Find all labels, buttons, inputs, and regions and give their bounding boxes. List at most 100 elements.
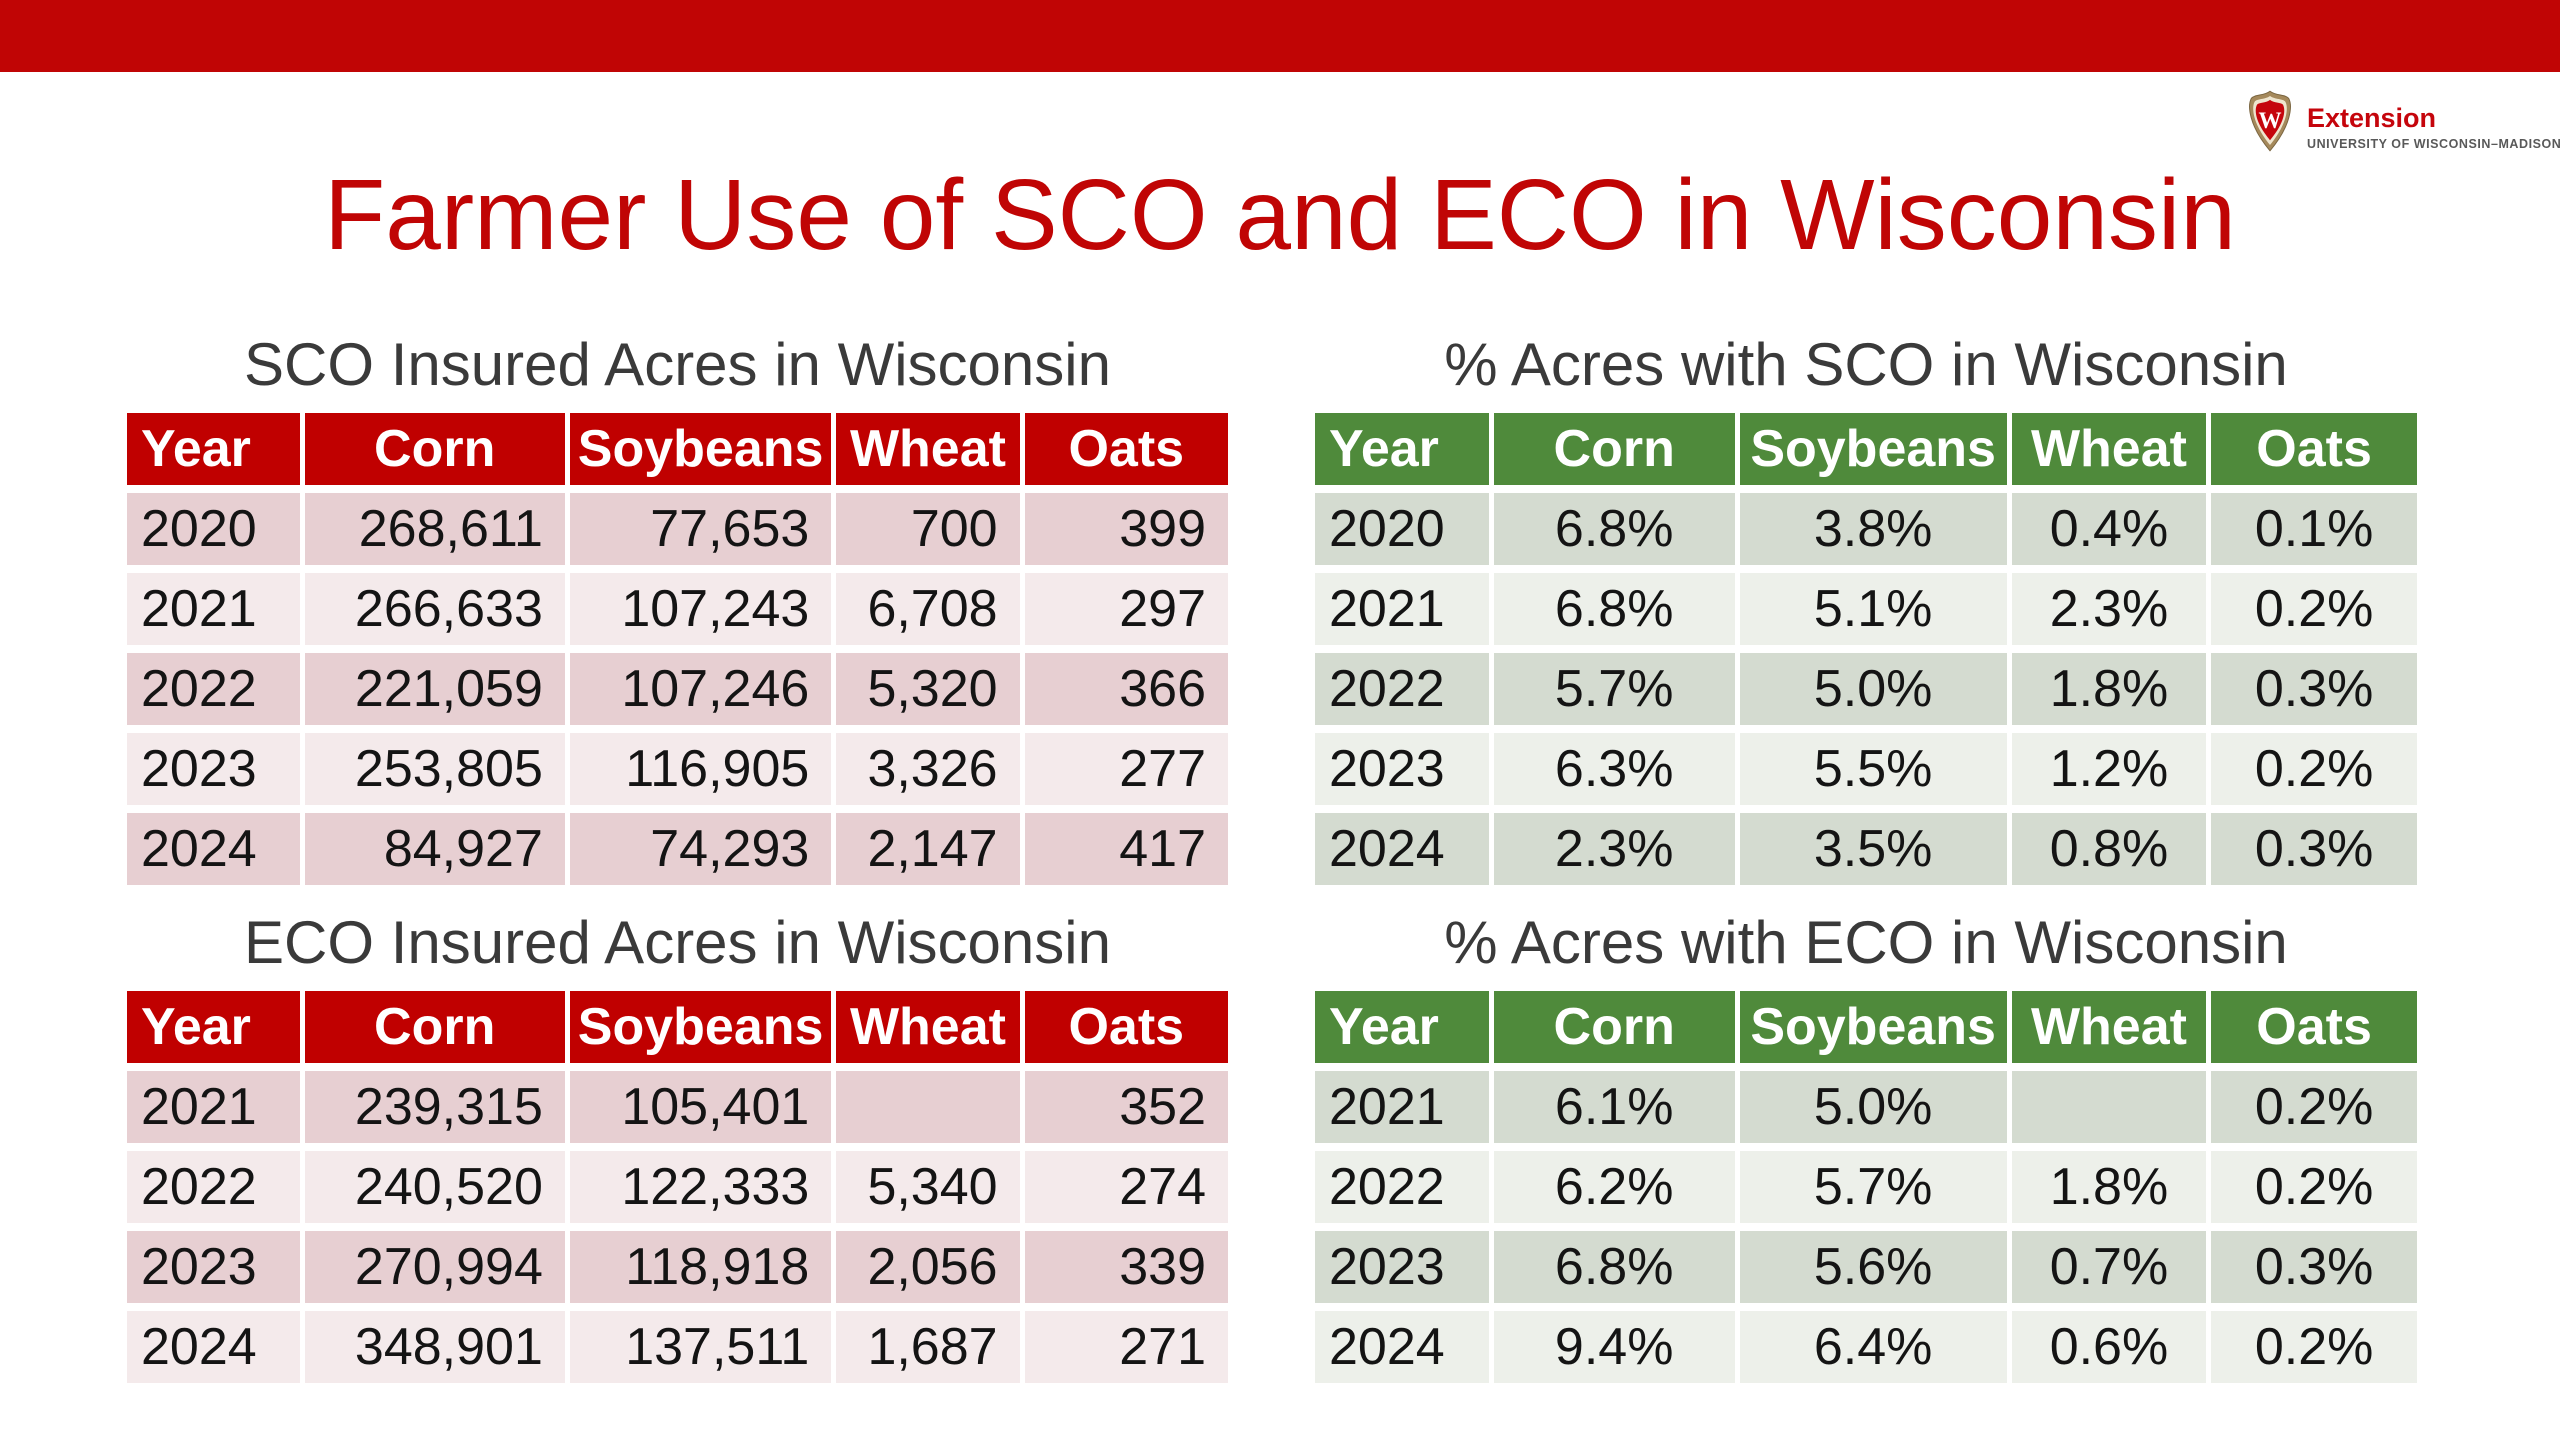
table-row: 2024 84,927 74,293 2,147 417	[127, 805, 1228, 885]
value-cell: 0.2%	[2206, 1063, 2417, 1151]
logo-university-text: UNIVERSITY OF WISCONSIN–MADISON	[2307, 137, 2560, 152]
value-cell: 5,320	[831, 645, 1025, 733]
value-cell: 5.0%	[1734, 645, 2012, 733]
eco-insured-acres-table: Year Corn Soybeans Wheat Oats 2021 239,315 105,…	[127, 991, 1228, 1383]
pct-acres-eco-table: Year Corn Soybeans Wheat Oats 2021 6.1% 5.0% 0.2…	[1315, 991, 2417, 1383]
value-cell: 3,326	[831, 725, 1025, 813]
table-row: 2022 6.2% 5.7% 1.8% 0.2%	[1315, 1143, 2417, 1231]
uw-extension-logo: W Extension UNIVERSITY OF WISCONSIN–MADI…	[2246, 82, 2560, 160]
value-cell	[831, 1063, 1025, 1151]
col-header-oats: Oats	[1019, 991, 1228, 1071]
table-row: 2024 2.3% 3.5% 0.8% 0.3%	[1315, 805, 2417, 885]
value-cell: 0.3%	[2206, 1223, 2417, 1311]
value-cell: 6.4%	[1734, 1303, 2012, 1383]
header-row: Year Corn Soybeans Wheat Oats	[1315, 413, 2417, 493]
value-cell: 0.1%	[2206, 485, 2417, 573]
col-header-corn: Corn	[1488, 413, 1740, 493]
value-cell: 0.3%	[2206, 805, 2417, 885]
value-cell: 5.7%	[1734, 1143, 2012, 1231]
value-cell: 74,293	[564, 805, 837, 885]
year-cell: 2022	[1315, 1143, 1494, 1231]
table-row: 2022 5.7% 5.0% 1.8% 0.3%	[1315, 645, 2417, 733]
slide-title: Farmer Use of SCO and ECO in Wisconsin	[324, 159, 2236, 271]
col-header-oats: Oats	[2206, 413, 2417, 493]
value-cell: 0.2%	[2206, 725, 2417, 813]
value-cell: 417	[1019, 805, 1228, 885]
table-row: 2023 6.3% 5.5% 1.2% 0.2%	[1315, 725, 2417, 813]
year-cell: 2021	[1315, 565, 1494, 653]
value-cell: 5.0%	[1734, 1063, 2012, 1151]
table-row: 2024 348,901 137,511 1,687 271	[127, 1303, 1228, 1383]
sco-insured-acres-table: Year Corn Soybeans Wheat Oats 2020 268,611 77,6…	[127, 413, 1228, 885]
year-cell: 2022	[1315, 645, 1494, 733]
value-cell: 105,401	[564, 1063, 837, 1151]
col-header-soybeans: Soybeans	[564, 991, 837, 1071]
year-cell: 2021	[127, 1063, 305, 1151]
year-cell: 2023	[1315, 1223, 1494, 1311]
table-row: 2022 240,520 122,333 5,340 274	[127, 1143, 1228, 1231]
value-cell: 6.8%	[1488, 565, 1740, 653]
table-row: 2021 266,633 107,243 6,708 297	[127, 565, 1228, 653]
value-cell: 2,147	[831, 805, 1025, 885]
year-cell: 2023	[127, 1223, 305, 1311]
table-row: 2020 268,611 77,653 700 399	[127, 485, 1228, 573]
col-header-corn: Corn	[1488, 991, 1740, 1071]
value-cell: 118,918	[564, 1223, 837, 1311]
value-cell: 239,315	[299, 1063, 570, 1151]
value-cell: 277	[1019, 725, 1228, 813]
value-cell	[2006, 1063, 2212, 1151]
value-cell: 0.6%	[2006, 1303, 2212, 1383]
year-cell: 2024	[127, 1303, 305, 1383]
col-header-soybeans: Soybeans	[564, 413, 837, 493]
eco-percent-table-card: % Acres with ECO in Wisconsin Year Corn So…	[1315, 908, 2417, 1383]
col-header-soybeans: Soybeans	[1734, 991, 2012, 1071]
header-row: Year Corn Soybeans Wheat Oats	[1315, 991, 2417, 1071]
value-cell: 107,243	[564, 565, 837, 653]
value-cell: 2.3%	[2006, 565, 2212, 653]
pct-acres-sco-table: Year Corn Soybeans Wheat Oats 2020 6.8% 3.8% 0.4…	[1315, 413, 2417, 885]
value-cell: 77,653	[564, 485, 837, 573]
col-header-oats: Oats	[2206, 991, 2417, 1071]
value-cell: 399	[1019, 485, 1228, 573]
value-cell: 1,687	[831, 1303, 1025, 1383]
table-row: 2023 6.8% 5.6% 0.7% 0.3%	[1315, 1223, 2417, 1311]
year-cell: 2024	[1315, 805, 1494, 885]
col-header-year: Year	[127, 991, 305, 1071]
value-cell: 6.8%	[1488, 485, 1740, 573]
table-row: 2021 239,315 105,401 352	[127, 1063, 1228, 1151]
year-cell: 2020	[127, 485, 305, 573]
col-header-year: Year	[1315, 991, 1494, 1071]
value-cell: 1.8%	[2006, 645, 2212, 733]
value-cell: 6.1%	[1488, 1063, 1740, 1151]
value-cell: 1.8%	[2006, 1143, 2212, 1231]
value-cell: 0.2%	[2206, 1143, 2417, 1231]
value-cell: 5,340	[831, 1143, 1025, 1231]
table-row: 2021 6.8% 5.1% 2.3% 0.2%	[1315, 565, 2417, 653]
value-cell: 270,994	[299, 1223, 570, 1311]
crest-letter: W	[2258, 107, 2281, 133]
value-cell: 137,511	[564, 1303, 837, 1383]
value-cell: 5.7%	[1488, 645, 1740, 733]
value-cell: 5.1%	[1734, 565, 2012, 653]
value-cell: 240,520	[299, 1143, 570, 1231]
value-cell: 297	[1019, 565, 1228, 653]
year-cell: 2022	[127, 1143, 305, 1231]
year-cell: 2021	[1315, 1063, 1494, 1151]
eco-acres-table-card: ECO Insured Acres in Wisconsin Year Corn S…	[127, 908, 1228, 1383]
col-header-soybeans: Soybeans	[1734, 413, 2012, 493]
table-row: 2022 221,059 107,246 5,320 366	[127, 645, 1228, 733]
value-cell: 2.3%	[1488, 805, 1740, 885]
col-header-wheat: Wheat	[831, 413, 1025, 493]
value-cell: 1.2%	[2006, 725, 2212, 813]
year-cell: 2020	[1315, 485, 1494, 573]
col-header-corn: Corn	[299, 413, 570, 493]
sco-percent-table-card: % Acres with SCO in Wisconsin Year Corn So…	[1315, 330, 2417, 885]
value-cell: 3.5%	[1734, 805, 2012, 885]
value-cell: 116,905	[564, 725, 837, 813]
logo-extension-text: Extension	[2307, 103, 2437, 133]
value-cell: 271	[1019, 1303, 1228, 1383]
value-cell: 221,059	[299, 645, 570, 733]
year-cell: 2022	[127, 645, 305, 733]
col-header-corn: Corn	[299, 991, 570, 1071]
